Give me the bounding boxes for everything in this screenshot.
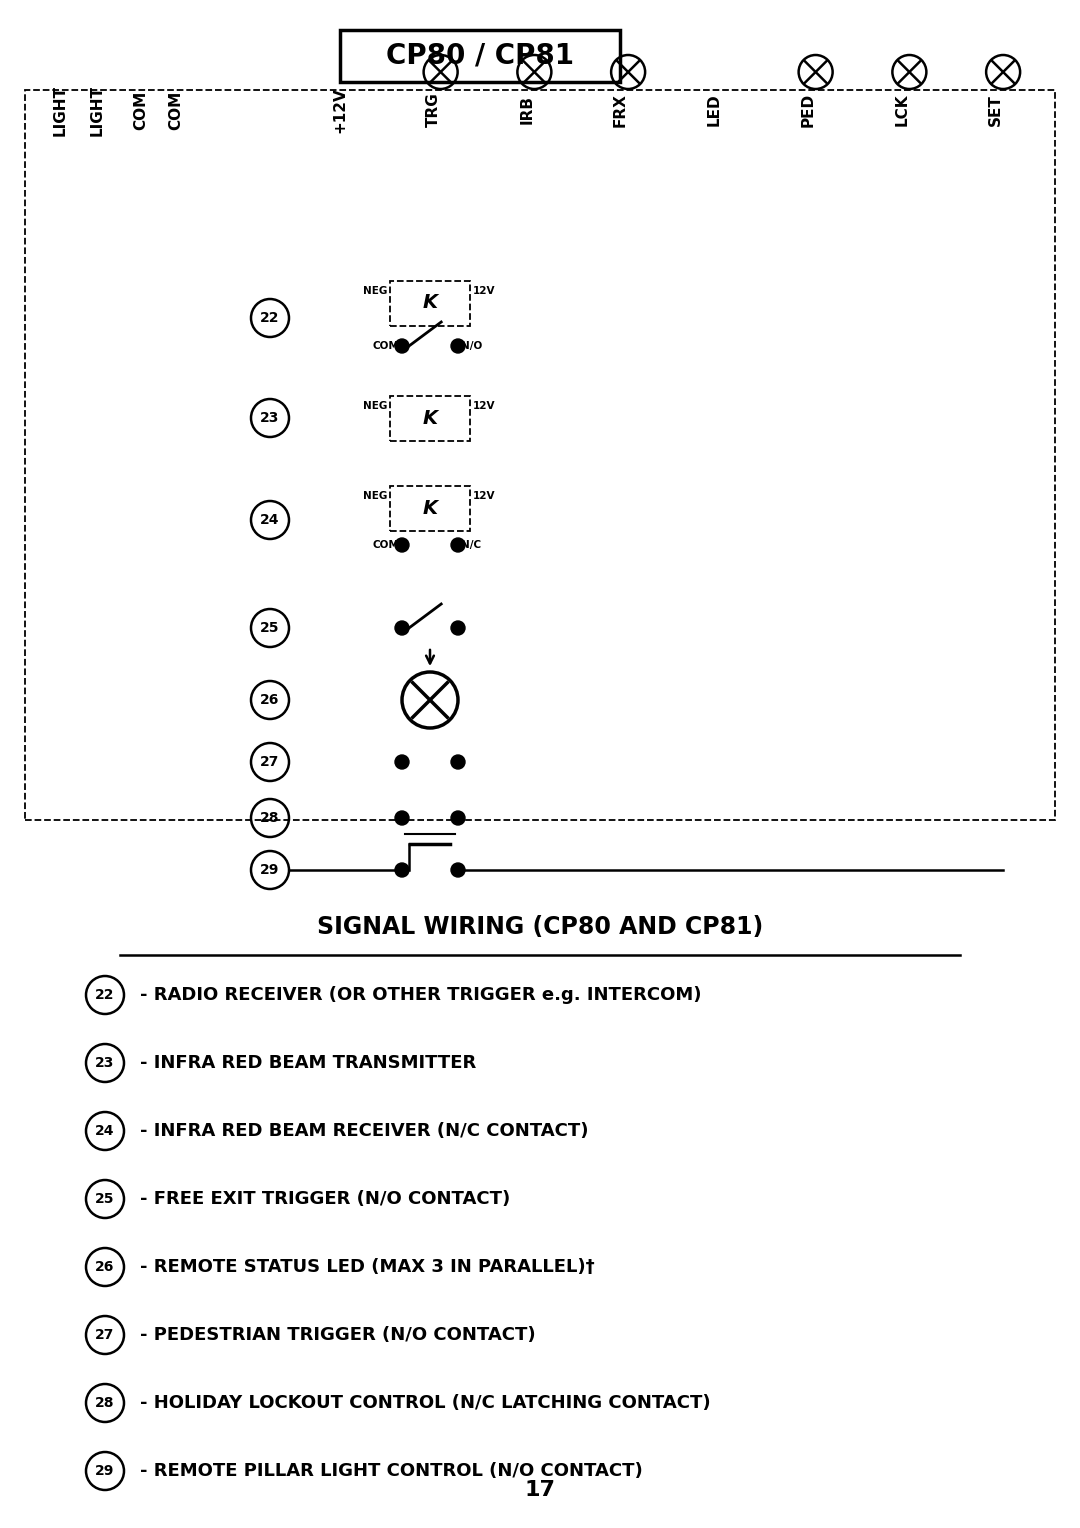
Circle shape [451,755,465,769]
Text: 23: 23 [95,1056,114,1070]
Text: 12V: 12V [473,286,496,296]
Text: CP80 / CP81: CP80 / CP81 [386,41,573,70]
Circle shape [395,339,409,353]
Text: 22: 22 [95,989,114,1002]
Text: LCK: LCK [894,93,909,127]
Text: LIGHT: LIGHT [53,84,68,136]
Circle shape [451,863,465,877]
Text: 29: 29 [95,1464,114,1478]
Circle shape [451,620,465,636]
Text: 28: 28 [95,1397,114,1410]
Text: LIGHT: LIGHT [90,84,105,136]
Text: 26: 26 [260,694,280,707]
Text: +12V: +12V [332,87,347,133]
Text: N/C: N/C [461,539,481,550]
Text: 27: 27 [260,755,280,769]
Bar [25,90,1055,821]
Circle shape [451,538,465,552]
Circle shape [395,620,409,636]
Bar [158,185,238,240]
Circle shape [451,811,465,825]
Circle shape [395,538,409,552]
Circle shape [451,339,465,353]
Text: PED: PED [800,93,815,127]
Circle shape [395,755,409,769]
Bar [390,281,470,325]
Text: - PEDESTRIAN TRIGGER (N/O CONTACT): - PEDESTRIAN TRIGGER (N/O CONTACT) [140,1326,536,1345]
Text: K: K [422,498,437,518]
Bar [340,31,620,83]
Circle shape [395,811,409,825]
Text: - REMOTE STATUS LED (MAX 3 IN PARALLEL)†: - REMOTE STATUS LED (MAX 3 IN PARALLEL)† [140,1258,595,1276]
Text: TRG: TRG [426,93,441,127]
Text: SIGNAL WIRING (CP80 AND CP81): SIGNAL WIRING (CP80 AND CP81) [316,915,764,940]
Text: NEG: NEG [363,490,387,501]
Text: - INFRA RED BEAM TRANSMITTER: - INFRA RED BEAM TRANSMITTER [140,1054,476,1073]
Text: N/O: N/O [461,341,483,351]
Text: 24: 24 [95,1125,114,1138]
Bar [390,486,470,532]
Text: IRB: IRB [519,95,535,124]
Text: COM: COM [168,90,183,130]
Text: COM: COM [373,539,399,550]
Circle shape [395,863,409,877]
Bar [300,185,1050,240]
Text: 23: 23 [260,411,280,425]
Bar [38,185,203,240]
Text: SET: SET [988,95,1003,125]
Text: 17: 17 [525,1481,555,1500]
Text: - RADIO RECEIVER (OR OTHER TRIGGER e.g. INTERCOM): - RADIO RECEIVER (OR OTHER TRIGGER e.g. … [140,986,702,1004]
Text: 29: 29 [260,863,280,877]
Text: NEG: NEG [363,400,387,411]
Text: 27: 27 [95,1328,114,1342]
Text: COM: COM [373,341,399,351]
Text: LED: LED [707,93,721,127]
Text: NEG: NEG [363,286,387,296]
Text: - INFRA RED BEAM RECEIVER (N/C CONTACT): - INFRA RED BEAM RECEIVER (N/C CONTACT) [140,1122,589,1140]
Text: 12V: 12V [473,400,496,411]
Text: COM: COM [133,90,148,130]
Text: K: K [422,408,437,428]
Text: 26: 26 [95,1261,114,1274]
Text: 25: 25 [95,1192,114,1206]
Text: 28: 28 [260,811,280,825]
Text: 12V: 12V [473,490,496,501]
Text: 24: 24 [260,513,280,527]
Bar [390,396,470,442]
Text: 22: 22 [260,312,280,325]
Text: - FREE EXIT TRIGGER (N/O CONTACT): - FREE EXIT TRIGGER (N/O CONTACT) [140,1190,510,1209]
Text: 25: 25 [260,620,280,636]
Text: - HOLIDAY LOCKOUT CONTROL (N/C LATCHING CONTACT): - HOLIDAY LOCKOUT CONTROL (N/C LATCHING … [140,1394,711,1412]
Text: FRX: FRX [613,93,629,127]
Text: - REMOTE PILLAR LIGHT CONTROL (N/O CONTACT): - REMOTE PILLAR LIGHT CONTROL (N/O CONTA… [140,1462,643,1481]
Text: K: K [422,293,437,313]
